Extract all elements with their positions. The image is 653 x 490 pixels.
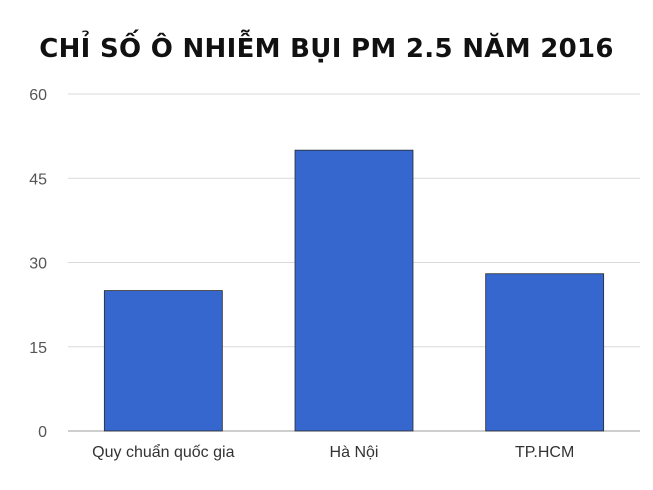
chart-title: CHỈ SỐ Ô NHIỄM BỤI PM 2.5 NĂM 2016 (39, 34, 614, 64)
x-category-label: Quy chuẩn quốc gia (92, 443, 234, 461)
y-tick-label: 45 (29, 171, 47, 188)
x-category-label: Hà Nội (330, 444, 379, 461)
x-axis-categories: Quy chuẩn quốc gia Hà Nội TP.HCM (92, 443, 574, 461)
y-axis-ticks: 0 15 30 45 60 (29, 87, 47, 441)
y-tick-label: 0 (38, 424, 47, 441)
x-category-label: TP.HCM (515, 444, 574, 461)
y-tick-label: 15 (29, 340, 47, 357)
bar (485, 273, 605, 432)
bar (103, 290, 223, 432)
bars (103, 149, 605, 432)
bar (294, 149, 414, 432)
y-tick-label: 30 (29, 256, 47, 273)
y-tick-label: 60 (29, 87, 47, 104)
